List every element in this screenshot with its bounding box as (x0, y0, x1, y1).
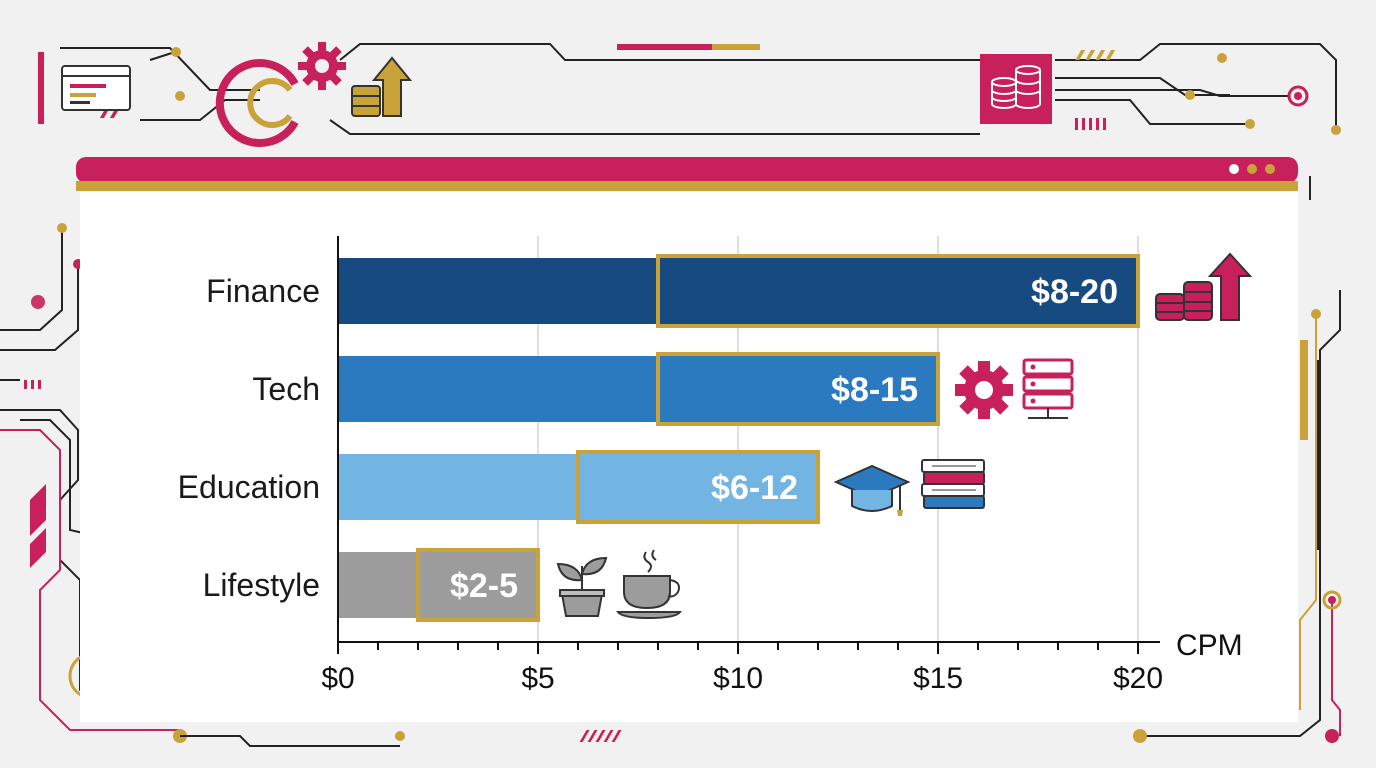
category-label: Tech (252, 371, 320, 407)
coffee-cup-icon (616, 549, 682, 620)
coin-stack-icon (351, 85, 381, 117)
x-axis-title: CPM (1176, 629, 1243, 662)
coin-stack-icon (1155, 281, 1213, 321)
panel-title-bar (76, 157, 1298, 183)
refresh-arc-icon (215, 59, 299, 147)
bars (338, 254, 1140, 622)
bar-lifestyle (338, 552, 538, 618)
x-tick-label: $20 (1113, 662, 1163, 695)
range-label: $8-15 (831, 371, 918, 409)
books-icon (921, 459, 985, 509)
gear-icon (298, 42, 346, 90)
range-highlight-finance (656, 254, 1140, 328)
range-label: $6-12 (711, 469, 798, 507)
gear-icon (955, 361, 1013, 419)
x-tick-label: $10 (713, 662, 763, 695)
range-highlight-education (576, 450, 820, 524)
window-dot-icon (1247, 164, 1257, 174)
range-label: $2-5 (450, 567, 518, 605)
category-icons (556, 252, 1253, 620)
browser-window-icon (61, 65, 131, 111)
category-label: Lifestyle (203, 567, 320, 603)
labels: $8-20 Finance $8-15 Tech $6-12 Education $2-5 L… (178, 273, 1243, 695)
range-highlight-lifestyle (416, 548, 540, 622)
node-icon (1287, 85, 1309, 107)
axes (337, 236, 1160, 654)
category-label: Education (178, 469, 320, 505)
arrow-up-icon (371, 56, 413, 117)
range-highlight-tech (656, 352, 940, 426)
range-label: $8-20 (1031, 273, 1118, 311)
database-icon (980, 54, 1052, 124)
arrow-up-icon (1207, 252, 1253, 321)
graduation-cap-icon (833, 464, 911, 516)
x-tick-label: $0 (321, 662, 354, 695)
category-label: Finance (206, 273, 320, 309)
window-dot-icon (1265, 164, 1275, 174)
bar-tech (338, 356, 938, 422)
x-tick-label: $5 (521, 662, 554, 695)
bar-finance (338, 258, 1138, 324)
x-tick-label: $15 (913, 662, 963, 695)
window-dot-icon (1229, 164, 1239, 174)
plant-icon (556, 556, 608, 617)
server-icon (1022, 358, 1074, 419)
